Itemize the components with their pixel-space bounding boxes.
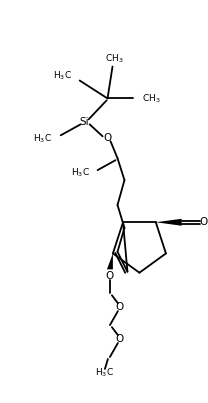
Text: Si: Si bbox=[80, 117, 89, 127]
Polygon shape bbox=[156, 219, 182, 226]
Text: H$_3$C: H$_3$C bbox=[33, 132, 52, 145]
Text: H$_3$C: H$_3$C bbox=[71, 167, 90, 179]
Text: CH$_3$: CH$_3$ bbox=[142, 92, 161, 105]
Text: H$_3$C: H$_3$C bbox=[53, 69, 72, 82]
Text: O: O bbox=[116, 334, 124, 344]
Text: CH$_3$: CH$_3$ bbox=[105, 52, 124, 65]
Text: O: O bbox=[106, 271, 114, 281]
Text: H$_3$C: H$_3$C bbox=[95, 367, 114, 379]
Text: O: O bbox=[103, 133, 112, 143]
Text: O: O bbox=[199, 217, 208, 227]
Text: O: O bbox=[116, 302, 124, 312]
Polygon shape bbox=[107, 253, 113, 269]
